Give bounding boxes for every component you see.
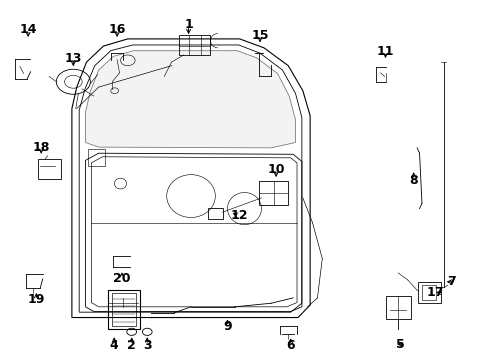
Text: 19: 19 xyxy=(28,293,45,306)
Text: 3: 3 xyxy=(142,338,151,351)
Bar xyxy=(422,285,435,300)
Bar xyxy=(88,149,105,166)
Text: 5: 5 xyxy=(395,338,404,351)
Text: 14: 14 xyxy=(20,23,37,36)
Text: 16: 16 xyxy=(108,23,125,36)
Text: 18: 18 xyxy=(33,141,50,154)
Bar xyxy=(259,181,287,205)
Bar xyxy=(179,35,210,55)
Text: 12: 12 xyxy=(230,209,248,222)
Text: 17: 17 xyxy=(426,286,443,299)
Text: 6: 6 xyxy=(286,338,294,351)
Text: 2: 2 xyxy=(127,338,136,351)
Text: 1: 1 xyxy=(184,18,193,31)
Bar xyxy=(207,208,222,219)
Text: 4: 4 xyxy=(110,338,118,351)
Bar xyxy=(38,159,61,179)
Text: 7: 7 xyxy=(447,275,455,288)
Text: 11: 11 xyxy=(376,45,393,58)
Bar xyxy=(385,296,410,319)
Text: 15: 15 xyxy=(251,29,268,42)
Bar xyxy=(417,282,440,303)
Text: 10: 10 xyxy=(267,163,285,176)
Polygon shape xyxy=(85,51,295,148)
Text: 13: 13 xyxy=(64,52,82,65)
Text: 8: 8 xyxy=(408,174,417,186)
Text: 20: 20 xyxy=(113,272,130,285)
Text: 9: 9 xyxy=(223,320,231,333)
